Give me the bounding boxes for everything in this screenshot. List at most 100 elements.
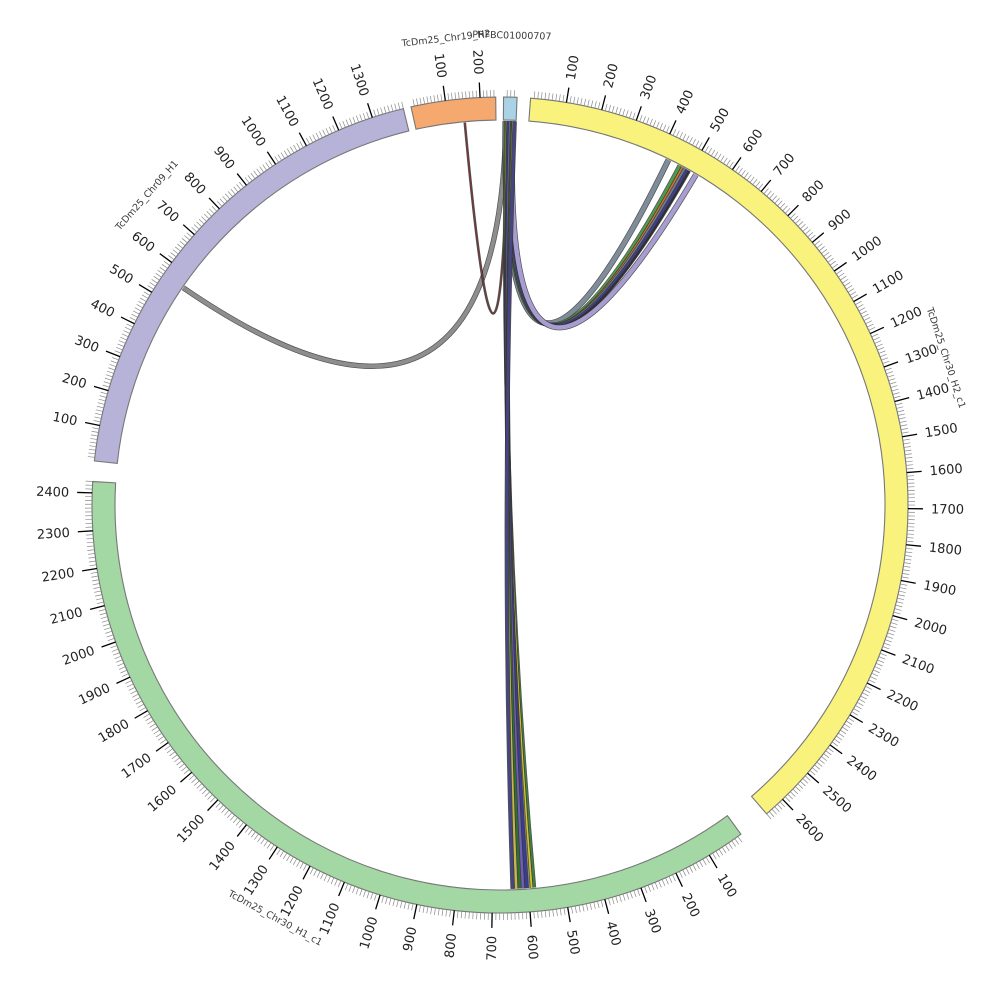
minor-tick — [88, 448, 96, 451]
minor-tick — [147, 285, 154, 290]
minor-tick — [563, 907, 566, 915]
minor-tick — [544, 92, 547, 100]
tick-label: 2200 — [884, 687, 920, 715]
minor-tick — [138, 300, 145, 306]
segment-band — [91, 480, 742, 914]
minor-tick — [97, 402, 105, 405]
minor-tick — [91, 579, 99, 582]
minor-tick — [89, 441, 97, 444]
minor-tick — [149, 723, 156, 728]
minor-tick — [615, 106, 619, 114]
minor-tick — [111, 648, 119, 652]
minor-tick — [366, 891, 370, 899]
minor-tick — [325, 128, 330, 135]
minor-tick — [153, 276, 160, 281]
minor-tick — [897, 410, 905, 413]
minor-tick — [626, 892, 630, 900]
minor-tick — [110, 645, 118, 649]
minor-tick — [846, 285, 853, 290]
minor-tick — [254, 833, 259, 840]
minor-tick — [902, 438, 910, 441]
minor-tick — [840, 729, 847, 735]
minor-tick — [900, 583, 908, 586]
major-tick — [338, 881, 345, 897]
major-tick — [866, 682, 881, 691]
minor-tick — [98, 609, 106, 612]
minor-tick — [795, 786, 801, 792]
minor-tick — [140, 297, 147, 302]
minor-tick — [721, 846, 727, 854]
tick-label: 1000 — [849, 234, 885, 265]
minor-tick — [109, 363, 117, 368]
minor-tick — [904, 555, 912, 557]
minor-tick — [755, 181, 761, 188]
minor-tick — [102, 623, 110, 627]
minor-tick — [853, 708, 860, 713]
minor-tick — [827, 747, 834, 753]
minor-tick — [541, 92, 543, 100]
minor-tick — [738, 167, 743, 175]
minor-tick — [225, 193, 231, 200]
minor-tick — [715, 851, 720, 858]
minor-tick — [704, 146, 709, 153]
minor-tick — [143, 713, 150, 718]
minor-tick — [823, 251, 830, 257]
minor-tick — [349, 118, 353, 125]
major-tick — [207, 799, 219, 812]
minor-tick — [888, 378, 896, 381]
minor-tick — [401, 101, 404, 109]
minor-tick — [124, 326, 132, 331]
minor-tick — [896, 601, 904, 604]
minor-tick — [387, 105, 390, 113]
minor-tick — [186, 232, 193, 238]
link-ribbon — [182, 120, 508, 369]
minor-tick — [105, 630, 113, 634]
minor-tick — [96, 601, 104, 605]
segment-band — [93, 107, 410, 465]
minor-tick — [315, 132, 320, 140]
minor-tick — [860, 695, 867, 700]
major-tick — [180, 771, 193, 783]
tick-label: 700 — [153, 198, 182, 226]
major-tick — [155, 741, 169, 752]
minor-tick — [857, 304, 864, 309]
minor-tick — [878, 350, 886, 354]
minor-tick — [177, 243, 184, 249]
minor-tick — [692, 138, 697, 146]
minor-tick — [306, 137, 310, 145]
tick-label: 200 — [601, 62, 622, 90]
minor-tick — [107, 638, 115, 642]
minor-tick — [902, 572, 910, 575]
minor-tick — [137, 703, 145, 708]
minor-tick — [320, 872, 324, 880]
minor-tick — [851, 711, 858, 716]
minor-tick — [181, 766, 188, 772]
minor-tick — [99, 395, 107, 398]
minor-tick — [107, 370, 114, 374]
minor-tick — [145, 716, 152, 722]
major-tick — [159, 253, 173, 264]
minor-tick — [889, 625, 897, 629]
minor-tick — [227, 191, 233, 197]
tick-label: 2000 — [913, 616, 949, 639]
minor-tick — [342, 120, 346, 128]
minor-tick — [155, 732, 162, 738]
minor-tick — [279, 850, 285, 858]
minor-tick — [256, 168, 262, 175]
minor-tick — [188, 774, 195, 781]
minor-tick — [250, 172, 256, 179]
minor-tick — [94, 416, 102, 419]
minor-tick — [615, 896, 619, 904]
minor-tick — [758, 183, 764, 190]
tick-label: 2400 — [36, 485, 70, 501]
minor-tick — [868, 679, 876, 684]
tick-label: 1200 — [888, 304, 924, 331]
minor-tick — [651, 883, 655, 891]
minor-tick — [569, 96, 572, 104]
minor-tick — [265, 162, 270, 169]
minor-tick — [388, 898, 392, 906]
minor-tick — [441, 908, 444, 916]
minor-tick — [672, 874, 676, 882]
minor-tick — [327, 875, 331, 883]
tick-label: 400 — [602, 920, 623, 948]
